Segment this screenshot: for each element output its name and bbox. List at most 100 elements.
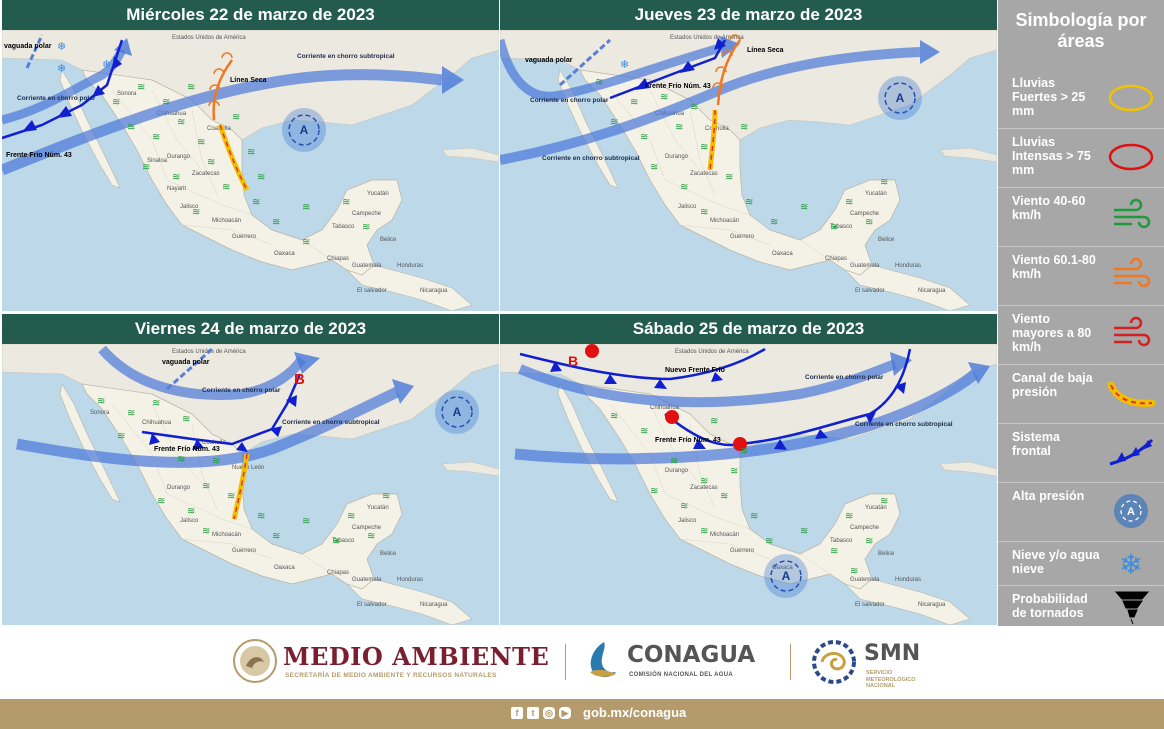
label-oaxaca: Oaxaca	[772, 565, 793, 571]
legend-panel: Simbología por áreas Lluvias Fuertes > 2…	[998, 0, 1164, 626]
label-alta: A	[782, 569, 791, 583]
wind-symbols: ≋ ≋ ≋ ≋ ≋ ≋ ≋ ≋ ≋ ≋ ≋ ≋ ≋ ≋ ≋ ≋ ≋ ≋ ≋ ≋ ≋ ≋	[112, 82, 370, 248]
map-panel-friday: Viernes 24 de marzo de 2023 Estados Unid…	[2, 314, 499, 625]
label-vaguada: vaguada polar	[525, 57, 573, 64]
dry-line	[212, 59, 234, 121]
svg-text:≋: ≋	[152, 132, 160, 143]
label-jalisco: Jalisco	[180, 518, 199, 524]
label-belice: Belice	[380, 551, 397, 557]
label-frente: Frente Frío Núm. 43	[154, 446, 220, 453]
label-michoacan: Michoacán	[710, 218, 739, 224]
warm-front-marker	[585, 344, 599, 358]
wind-orange-icon	[1114, 257, 1151, 288]
svg-text:≋: ≋	[97, 396, 105, 407]
facebook-icon[interactable]: f	[511, 707, 523, 719]
red-ellipse-icon	[1108, 143, 1154, 171]
svg-text:≋: ≋	[675, 122, 683, 133]
svg-text:≋: ≋	[700, 476, 708, 487]
svg-text:≋: ≋	[740, 122, 748, 133]
label-nicaragua: Nicaragua	[420, 602, 448, 608]
label-michoacan: Michoacán	[710, 532, 739, 538]
snowflake-icon: ❄	[57, 62, 66, 75]
youtube-icon[interactable]: ▶	[559, 707, 571, 719]
label-jalisco: Jalisco	[678, 518, 697, 524]
svg-text:≋: ≋	[845, 197, 853, 208]
legend-item-intense-rain: Lluvias Intensas > 75 mm	[998, 129, 1164, 188]
svg-text:≋: ≋	[865, 536, 873, 547]
smn-logo: SMN	[864, 641, 921, 666]
svg-text:≋: ≋	[347, 511, 355, 522]
legend-item-front: Sistema frontal	[998, 424, 1164, 483]
conagua-logo-icon	[590, 642, 616, 678]
svg-text:≋: ≋	[162, 97, 170, 108]
svg-text:≋: ≋	[177, 454, 185, 465]
low-pressure-label: B	[294, 371, 305, 388]
low-pressure-label: B	[568, 353, 578, 369]
svg-text:≋: ≋	[227, 491, 235, 502]
label-tabasco: Tabasco	[830, 224, 853, 230]
legend-item-wind-80: Viento mayores a 80 km/h	[998, 306, 1164, 365]
snowflake-icon: ❄	[620, 58, 629, 71]
label-oaxaca: Oaxaca	[274, 251, 295, 257]
label-belice: Belice	[878, 551, 895, 557]
label-tabasco: Tabasco	[332, 538, 355, 544]
label-jalisco: Jalisco	[180, 204, 199, 210]
svg-text:≋: ≋	[725, 172, 733, 183]
label-linea-seca: Línea Seca	[747, 47, 784, 54]
conagua-logo: CONAGUA	[627, 642, 756, 668]
label-belice: Belice	[878, 237, 895, 243]
legend-item-high-pressure: Alta presión A	[998, 483, 1164, 542]
label-chorro-polar: Corriente en chorro polar	[202, 387, 281, 394]
svg-text:≋: ≋	[700, 142, 708, 153]
label-usa: Estados Unidos de América	[670, 35, 744, 41]
label-chihuahua: Chihuahua	[157, 111, 187, 117]
smn-logo-icon	[812, 640, 856, 684]
svg-text:≋: ≋	[880, 177, 888, 188]
label-chiapas: Chiapas	[327, 570, 349, 576]
legend-title: Simbología por áreas	[1015, 10, 1147, 51]
label-nicaragua: Nicaragua	[918, 288, 946, 294]
svg-text:≋: ≋	[700, 207, 708, 218]
label-durango: Durango	[167, 154, 191, 160]
svg-text:A: A	[1127, 506, 1135, 518]
svg-text:≋: ≋	[690, 102, 698, 113]
label-honduras: Honduras	[895, 263, 921, 269]
label-zacatecas: Zacatecas	[192, 171, 220, 177]
svg-text:≋: ≋	[142, 162, 150, 173]
svg-text:≋: ≋	[272, 531, 280, 542]
label-el-salvador: El salvador	[357, 288, 387, 294]
svg-text:≋: ≋	[117, 431, 125, 442]
svg-text:≋: ≋	[202, 481, 210, 492]
svg-text:≋: ≋	[640, 132, 648, 143]
label-chiapas: Chiapas	[825, 256, 847, 262]
instagram-icon[interactable]: ◎	[543, 707, 555, 719]
svg-text:≋: ≋	[207, 157, 215, 168]
svg-text:≋: ≋	[362, 222, 370, 233]
svg-text:≋: ≋	[595, 77, 603, 88]
website-link[interactable]: gob.mx/conagua	[583, 705, 687, 720]
label-chorro-polar: Corriente en chorro polar	[17, 95, 96, 102]
svg-text:≋: ≋	[382, 491, 390, 502]
svg-text:≋: ≋	[650, 162, 658, 173]
svg-text:≋: ≋	[177, 117, 185, 128]
label-durango: Durango	[167, 485, 191, 491]
label-linea-seca: Línea Seca	[230, 77, 267, 84]
label-nicaragua: Nicaragua	[420, 288, 448, 294]
label-chorro-polar: Corriente en chorro polar	[805, 374, 884, 381]
twitter-icon[interactable]: t	[527, 707, 539, 719]
label-frente: Frente Frío Núm. 43	[6, 152, 72, 159]
front-icon	[1109, 438, 1154, 466]
label-campeche: Campeche	[850, 211, 880, 217]
svg-text:≋: ≋	[650, 486, 658, 497]
label-chihuahua: Chihuahua	[650, 405, 680, 411]
map-panel-thursday: Jueves 23 de marzo de 2023 Estados Unido…	[500, 0, 997, 311]
high-pressure-icon: A	[1114, 494, 1148, 528]
jet-stream-subtropical	[16, 387, 400, 468]
label-campeche: Campeche	[352, 211, 382, 217]
dry-line	[716, 39, 742, 106]
svg-text:≋: ≋	[157, 496, 165, 507]
label-jalisco: Jalisco	[678, 204, 697, 210]
label-guerrero: Guerrero	[730, 234, 755, 240]
panel-title: Jueves 23 de marzo de 2023	[500, 0, 997, 30]
